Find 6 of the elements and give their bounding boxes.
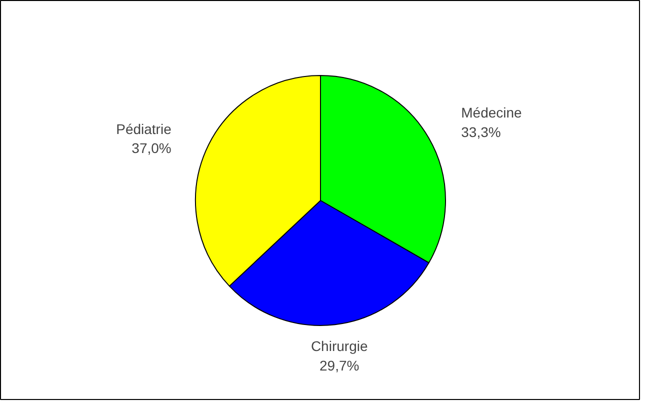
slice-label: Médecine (461, 104, 522, 121)
slice-label: Pédiatrie (116, 120, 172, 137)
data-label: 29,7% (320, 357, 360, 374)
slice-label: Chirurgie (310, 338, 368, 354)
data-label: 33,3% (461, 124, 501, 140)
data-label: 37,0% (132, 140, 172, 156)
